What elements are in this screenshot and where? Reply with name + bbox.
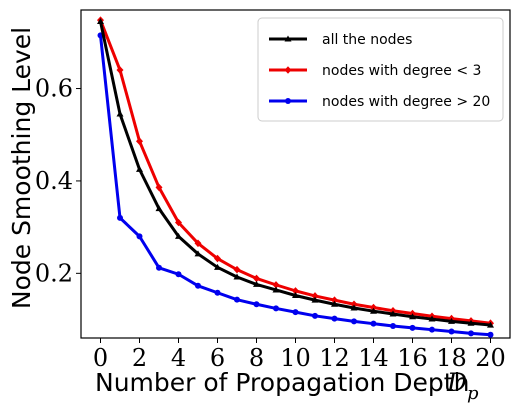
triangle-series-point: [292, 291, 299, 298]
triangle-series-point: [370, 307, 377, 314]
circle-series-point: [312, 312, 318, 319]
triangle-series-point: [487, 321, 494, 328]
circle-series-point: [448, 328, 455, 335]
x-axis-title-math: Dp: [446, 368, 479, 404]
x-tick-label: 4: [171, 344, 186, 372]
diamond-series-point: [272, 281, 280, 289]
diamond-series-point: [136, 137, 143, 145]
circle-series-point: [136, 233, 143, 240]
triangle-series-point: [97, 18, 104, 25]
diamond-series: [97, 16, 494, 328]
x-tick-label: 6: [210, 344, 225, 372]
y-tick-label: 0.6: [35, 75, 73, 103]
x-tick-label: 14: [358, 344, 389, 372]
triangle-series-point: [233, 273, 241, 280]
legend-swatch-marker: [284, 66, 292, 74]
x-axis-title: Number of Propagation Depth: [95, 368, 469, 397]
legend-swatch-marker: [285, 98, 291, 104]
diamond-series-point: [194, 239, 202, 248]
circle-series-point: [331, 315, 338, 322]
legend-item: nodes with degree > 20: [269, 94, 490, 110]
circle-series-point: [487, 331, 494, 338]
circle-series-point: [292, 309, 299, 316]
circle-series-point: [253, 301, 260, 308]
triangle-series-point: [175, 232, 182, 239]
circle-series-point: [117, 214, 123, 221]
triangle-series-point: [253, 280, 260, 287]
diamond-series-point: [311, 292, 319, 300]
legend-item: nodes with degree < 3: [269, 63, 481, 79]
x-tick-label: 0: [93, 344, 108, 372]
triangle-series-point: [428, 315, 436, 322]
circle-series-point: [175, 271, 182, 278]
circle-series-point: [195, 282, 201, 289]
triangle-series-point: [194, 250, 202, 257]
triangle-series-point: [448, 317, 455, 324]
y-axis-title: Node Smoothing Level: [7, 27, 36, 309]
triangle-series: [97, 18, 494, 328]
triangle-series-point: [214, 263, 221, 270]
circle-series-point: [370, 320, 377, 327]
x-tick-label: 10: [280, 344, 311, 372]
x-tick-label: 18: [436, 344, 467, 372]
x-tick-label: 12: [319, 344, 350, 372]
triangle-series-point: [272, 286, 280, 293]
triangle-series-point: [136, 165, 143, 172]
x-axis: 0 2 4 6 8 10 12 14 16 18 20: [93, 338, 506, 372]
circle-series: [97, 32, 494, 338]
legend-item: all the nodes: [269, 32, 412, 48]
circle-series-point: [273, 305, 279, 312]
diamond-series-point: [116, 66, 124, 74]
triangle-series-point: [389, 310, 397, 317]
diamond-series-point: [331, 296, 338, 304]
circle-series-point: [468, 330, 474, 337]
triangle-series-point: [116, 110, 124, 117]
circle-series-point: [409, 324, 416, 331]
circle-series-point: [234, 296, 240, 303]
x-tick-label: 16: [397, 344, 428, 372]
diamond-series-point: [214, 254, 221, 263]
y-axis: 0.2 0.4 0.6: [35, 75, 81, 287]
triangle-series-point: [311, 296, 319, 303]
x-tick-label: 2: [132, 344, 147, 372]
diamond-series-point: [292, 287, 299, 295]
diamond-series-point: [175, 218, 182, 227]
triangle-series-point: [350, 304, 358, 311]
circle-series-point: [390, 322, 396, 329]
legend-label: nodes with degree > 20: [322, 94, 490, 110]
y-tick-label: 0.2: [35, 259, 73, 287]
circle-series-point: [156, 264, 162, 271]
x-tick-label: 20: [475, 344, 506, 372]
triangle-series-point: [155, 205, 163, 212]
circle-series-point: [429, 326, 435, 333]
legend-label: nodes with degree < 3: [322, 63, 481, 79]
legend-swatch-marker: [284, 35, 292, 42]
legend-label: all the nodes: [322, 32, 412, 48]
triangle-series-point: [409, 313, 416, 320]
triangle-series-point: [467, 319, 475, 326]
triangle-series-point: [331, 300, 338, 307]
legend: all the nodes nodes with degree < 3 nodes …: [257, 17, 504, 122]
diamond-series-point: [253, 274, 260, 283]
x-tick-label: 8: [249, 344, 264, 372]
diamond-series-point: [155, 183, 163, 192]
legend-box: [257, 17, 504, 122]
circle-series-point: [351, 318, 357, 325]
diamond-series-point: [233, 265, 241, 274]
circle-series-point: [214, 289, 221, 296]
y-tick-label: 0.4: [35, 167, 73, 195]
plot-area: [80, 9, 511, 339]
